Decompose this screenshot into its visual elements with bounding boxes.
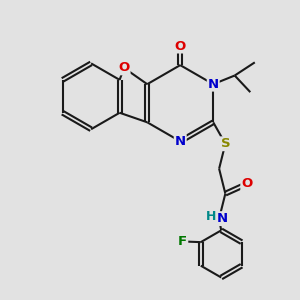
Text: H: H (206, 210, 217, 223)
Text: F: F (178, 235, 187, 248)
Text: N: N (217, 212, 228, 225)
Text: N: N (175, 135, 186, 148)
Text: O: O (241, 177, 253, 190)
Text: N: N (208, 78, 219, 91)
Text: S: S (220, 137, 230, 150)
Text: O: O (175, 40, 186, 52)
Text: O: O (118, 61, 130, 74)
